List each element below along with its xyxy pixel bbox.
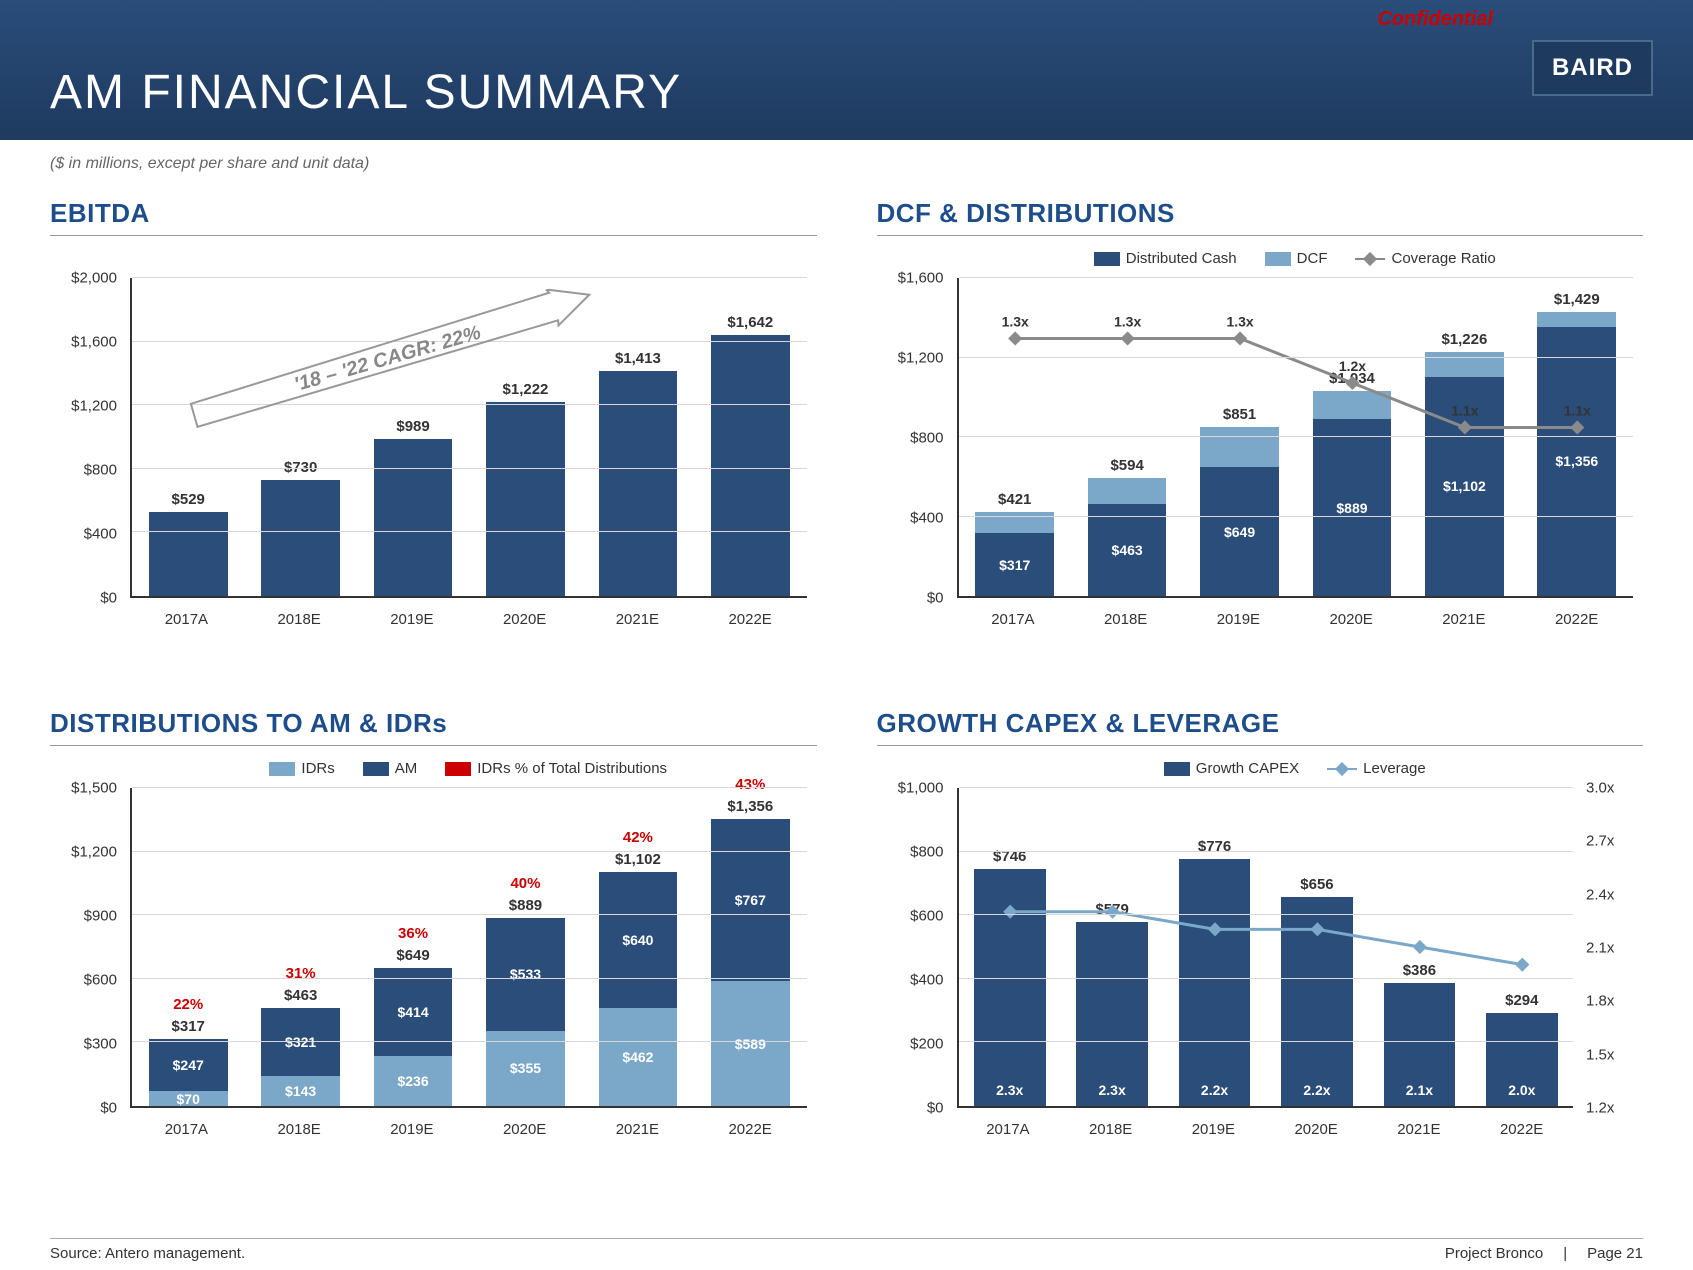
x-axis-label: 2017A: [130, 603, 243, 638]
source-note: Source: Antero management.: [50, 1245, 245, 1262]
dcf-chart: DCF & DISTRIBUTIONS Distributed Cash DCF…: [877, 198, 1644, 678]
ebitda-bar: $730: [261, 278, 340, 596]
x-axis-label: 2018E: [1059, 1113, 1162, 1148]
capex-bar: $7762.2x: [1179, 788, 1251, 1106]
x-axis-label: 2018E: [243, 1113, 356, 1148]
capex-chart: GROWTH CAPEX & LEVERAGE Growth CAPEX Lev…: [877, 708, 1644, 1188]
x-axis-label: 2019E: [356, 1113, 469, 1148]
x-axis-label: 2019E: [1182, 603, 1295, 638]
page-number: Page 21: [1587, 1245, 1643, 1262]
capex-bar: $7462.3x: [974, 788, 1046, 1106]
capex-bar: $5792.3x: [1076, 788, 1148, 1106]
confidential-stamp: Confidential: [1377, 8, 1493, 31]
x-axis-label: 2020E: [1265, 1113, 1368, 1148]
x-axis-label: 2020E: [468, 1113, 581, 1148]
baird-logo: BAIRD: [1532, 40, 1653, 96]
dcf-bar: $1,102$1,226: [1425, 278, 1504, 596]
x-axis-label: 2020E: [1295, 603, 1408, 638]
am-idr-legend: IDRs AM IDRs % of Total Distributions: [130, 760, 807, 777]
x-axis-label: 2018E: [243, 603, 356, 638]
am-idr-bar: $462$640$1,10242%: [599, 788, 678, 1106]
capex-bar: $2942.0x: [1486, 788, 1558, 1106]
dcf-bar: $317$421: [975, 278, 1054, 596]
x-axis-label: 2017A: [130, 1113, 243, 1148]
dcf-bar: $889$1,034: [1313, 278, 1392, 596]
x-axis-label: 2019E: [1162, 1113, 1265, 1148]
capex-bar: $6562.2x: [1281, 788, 1353, 1106]
capex-bar: $3862.1x: [1384, 788, 1456, 1106]
project-name: Project Bronco: [1445, 1245, 1543, 1262]
slide-footer: Source: Antero management. Project Bronc…: [50, 1238, 1643, 1262]
x-axis-label: 2021E: [581, 1113, 694, 1148]
units-note: ($ in millions, except per share and uni…: [0, 140, 1693, 178]
am-idr-bar: $143$321$46331%: [261, 788, 340, 1106]
x-axis-label: 2022E: [1520, 603, 1633, 638]
x-axis-label: 2021E: [581, 603, 694, 638]
slide-title: AM FINANCIAL SUMMARY: [50, 65, 682, 120]
am-idr-bar: $355$533$88940%: [486, 788, 565, 1106]
x-axis-label: 2017A: [957, 603, 1070, 638]
am-idr-chart: DISTRIBUTIONS TO AM & IDRs IDRs AM IDRs …: [50, 708, 817, 1188]
charts-grid: EBITDA $0$400$800$1,200$1,600$2,000 $529…: [0, 178, 1693, 1198]
x-axis-label: 2022E: [1470, 1113, 1573, 1148]
x-axis-label: 2019E: [356, 603, 469, 638]
x-axis-label: 2017A: [957, 1113, 1060, 1148]
x-axis-label: 2022E: [694, 603, 807, 638]
capex-title: GROWTH CAPEX & LEVERAGE: [877, 708, 1644, 746]
am-idr-bar: $589$767$1,35643%: [711, 788, 790, 1106]
am-idr-bar: $70$247$31722%: [149, 788, 228, 1106]
am-idr-bar: $236$414$64936%: [374, 788, 453, 1106]
ebitda-bar: $1,413: [599, 278, 678, 596]
capex-legend: Growth CAPEX Leverage: [957, 760, 1634, 777]
ebitda-chart: EBITDA $0$400$800$1,200$1,600$2,000 $529…: [50, 198, 817, 678]
dcf-bar: $1,356$1,429: [1537, 278, 1616, 596]
slide-header: Confidential BAIRD AM FINANCIAL SUMMARY: [0, 0, 1693, 140]
dcf-legend: Distributed Cash DCF Coverage Ratio: [957, 250, 1634, 267]
x-axis-label: 2018E: [1069, 603, 1182, 638]
x-axis-label: 2021E: [1408, 603, 1521, 638]
ebitda-title: EBITDA: [50, 198, 817, 236]
ebitda-bar: $529: [149, 278, 228, 596]
x-axis-label: 2021E: [1368, 1113, 1471, 1148]
am-idr-title: DISTRIBUTIONS TO AM & IDRs: [50, 708, 817, 746]
dcf-title: DCF & DISTRIBUTIONS: [877, 198, 1644, 236]
x-axis-label: 2022E: [694, 1113, 807, 1148]
x-axis-label: 2020E: [468, 603, 581, 638]
dcf-bar: $649$851: [1200, 278, 1279, 596]
dcf-bar: $463$594: [1088, 278, 1167, 596]
ebitda-bar: $1,642: [711, 278, 790, 596]
